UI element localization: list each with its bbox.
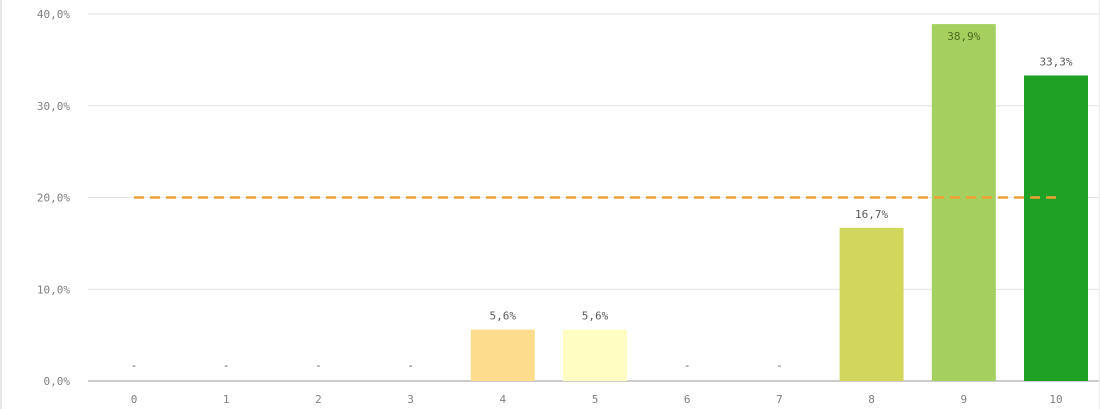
left-border [0, 0, 2, 409]
y-tick-label: 10,0% [37, 283, 70, 296]
bar [931, 24, 996, 382]
data-label: - [131, 359, 138, 372]
bars [470, 24, 1088, 382]
y-tick-label: 40,0% [37, 8, 70, 21]
bar [563, 329, 627, 381]
y-tick-label: 30,0% [37, 100, 70, 113]
x-tick-label: 0 [131, 393, 138, 406]
data-label: - [776, 359, 783, 372]
data-label: - [684, 359, 691, 372]
data-label: - [315, 359, 322, 372]
data-label: 33,3% [1039, 55, 1072, 68]
bar [1024, 75, 1088, 381]
x-tick-label: 3 [407, 393, 414, 406]
data-label: 5,6% [490, 310, 517, 323]
data-label: - [407, 359, 414, 372]
data-labels: - - - - 5,6% 5,6% - - 16,7% 38,9% 33,3% [131, 30, 1073, 372]
data-label: 5,6% [582, 310, 609, 323]
x-tick-label: 6 [684, 393, 691, 406]
x-tick-label: 9 [960, 393, 967, 406]
x-tick-label: 2 [315, 393, 322, 406]
x-tick-label: 7 [776, 393, 783, 406]
x-axis-ticks: 0 1 2 3 4 5 6 7 8 9 10 [131, 393, 1063, 406]
y-tick-label: 20,0% [37, 192, 70, 205]
data-label: - [223, 359, 230, 372]
x-tick-label: 1 [223, 393, 230, 406]
bar [470, 329, 535, 381]
y-axis-ticks: 0,0% 10,0% 20,0% 30,0% 40,0% [37, 8, 70, 388]
x-tick-label: 8 [868, 393, 875, 406]
x-tick-label: 10 [1049, 393, 1062, 406]
x-tick-label: 4 [499, 393, 506, 406]
data-label: 16,7% [855, 208, 888, 221]
x-tick-label: 5 [592, 393, 599, 406]
data-label: 38,9% [947, 30, 980, 43]
y-tick-label: 0,0% [44, 375, 71, 388]
bar [839, 227, 904, 381]
